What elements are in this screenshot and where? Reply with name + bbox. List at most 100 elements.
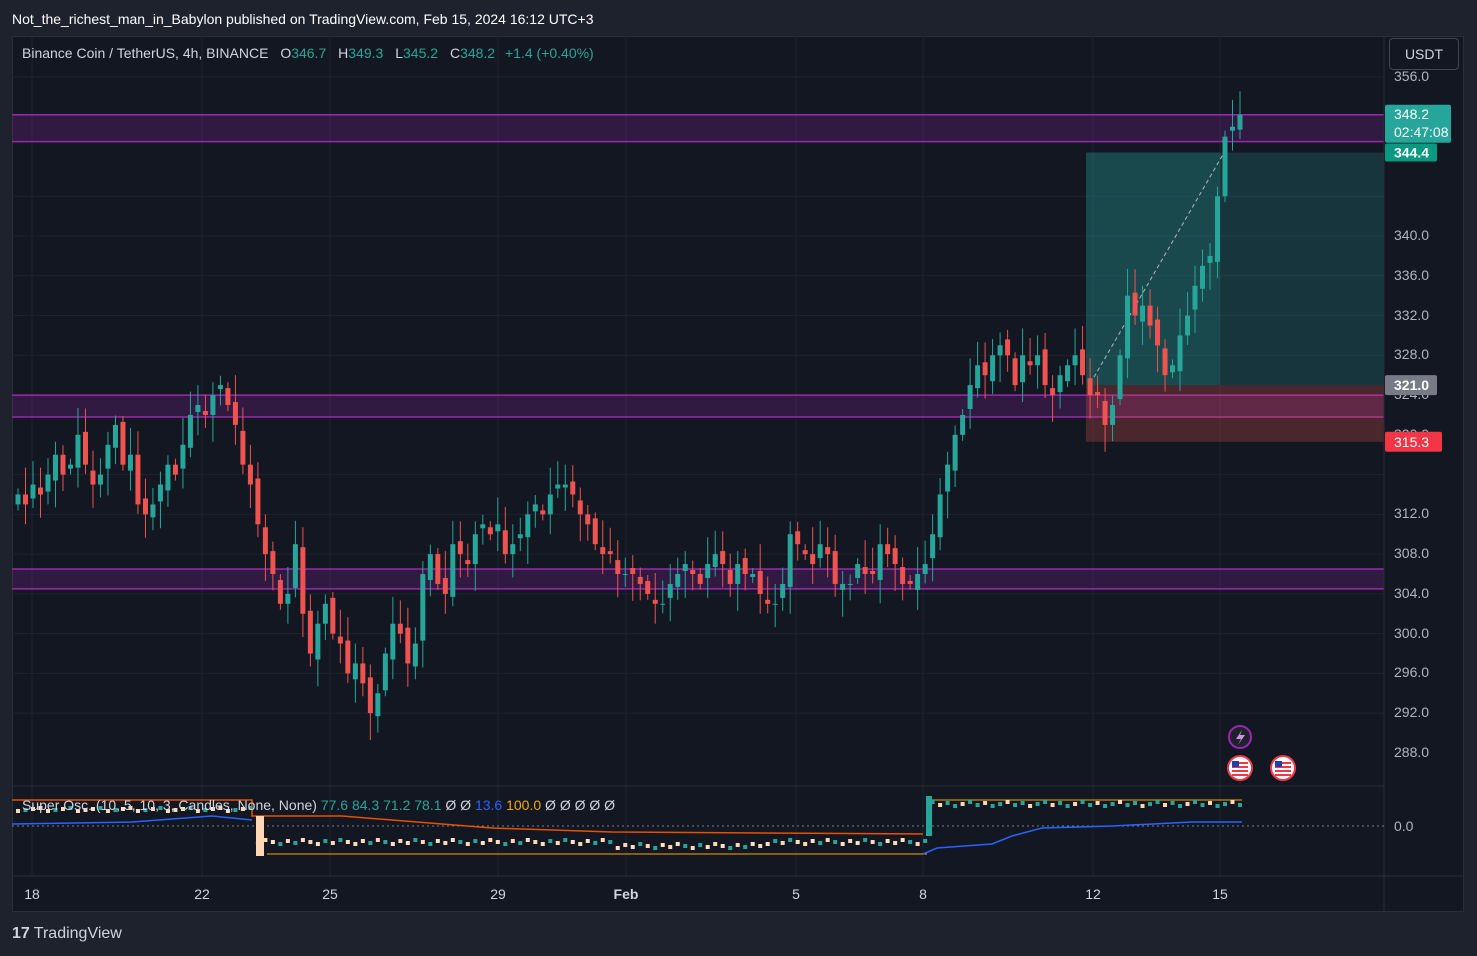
- candle-body[interactable]: [502, 530, 508, 555]
- symbol-title[interactable]: Binance Coin / TetherUS, 4h, BINANCE: [22, 45, 269, 61]
- candle-body[interactable]: [870, 571, 876, 574]
- candle-body[interactable]: [780, 583, 786, 598]
- candle-body[interactable]: [405, 627, 411, 664]
- candle-body[interactable]: [52, 454, 58, 481]
- candle-body[interactable]: [375, 693, 381, 717]
- candle-body[interactable]: [1080, 349, 1086, 376]
- candle-body[interactable]: [1222, 136, 1228, 197]
- sr-zone[interactable]: [12, 114, 1384, 142]
- candle-body[interactable]: [1042, 349, 1048, 386]
- candle-body[interactable]: [682, 564, 688, 572]
- candle-body[interactable]: [1125, 295, 1131, 359]
- currency-selector[interactable]: USDT: [1389, 38, 1459, 70]
- candle-body[interactable]: [247, 464, 253, 485]
- candle-body[interactable]: [277, 579, 283, 604]
- candle-body[interactable]: [607, 551, 613, 555]
- candle-body[interactable]: [270, 551, 276, 574]
- candle-body[interactable]: [742, 558, 748, 574]
- candle-body[interactable]: [285, 593, 291, 604]
- candle-body[interactable]: [30, 484, 36, 499]
- candle-body[interactable]: [37, 487, 43, 495]
- candle-body[interactable]: [817, 544, 823, 559]
- candle-body[interactable]: [487, 527, 493, 535]
- candle-body[interactable]: [750, 574, 756, 577]
- candle-body[interactable]: [795, 531, 801, 545]
- candle-body[interactable]: [1095, 392, 1101, 396]
- candle-body[interactable]: [900, 567, 906, 584]
- candle-body[interactable]: [187, 414, 193, 448]
- candle-body[interactable]: [135, 454, 141, 505]
- candle-body[interactable]: [330, 597, 336, 634]
- candle-body[interactable]: [360, 663, 366, 684]
- candle-body[interactable]: [825, 547, 831, 555]
- candle-body[interactable]: [1140, 305, 1146, 322]
- candle-body[interactable]: [532, 504, 538, 512]
- candle-body[interactable]: [517, 534, 523, 539]
- candle-body[interactable]: [637, 576, 643, 584]
- candle-body[interactable]: [1147, 305, 1153, 326]
- candle-body[interactable]: [855, 564, 861, 578]
- candle-body[interactable]: [382, 653, 388, 691]
- candle-body[interactable]: [75, 434, 81, 468]
- candle-body[interactable]: [225, 388, 231, 406]
- candle-body[interactable]: [997, 345, 1003, 356]
- candle-body[interactable]: [67, 464, 73, 469]
- candle-body[interactable]: [90, 470, 96, 485]
- candle-body[interactable]: [1012, 358, 1018, 386]
- candle-body[interactable]: [840, 583, 846, 590]
- candle-body[interactable]: [112, 424, 118, 448]
- candle-body[interactable]: [862, 567, 868, 574]
- candle-body[interactable]: [345, 640, 351, 674]
- candle-body[interactable]: [570, 481, 576, 495]
- candle-body[interactable]: [720, 551, 726, 565]
- oscillator-name[interactable]: Super Osc.: [22, 797, 93, 813]
- candle-body[interactable]: [990, 355, 996, 382]
- candle-body[interactable]: [472, 534, 478, 565]
- candle-body[interactable]: [1050, 388, 1056, 396]
- candle-body[interactable]: [202, 410, 208, 415]
- candle-body[interactable]: [457, 541, 463, 555]
- candle-body[interactable]: [712, 554, 718, 568]
- candle-body[interactable]: [157, 484, 163, 502]
- candle-body[interactable]: [967, 385, 973, 409]
- long-position-target-area[interactable]: [1086, 152, 1384, 386]
- candle-body[interactable]: [1005, 339, 1011, 356]
- candle-body[interactable]: [510, 544, 516, 555]
- candle-body[interactable]: [120, 421, 126, 465]
- candle-body[interactable]: [292, 544, 298, 588]
- candle-body[interactable]: [232, 402, 238, 425]
- candle-body[interactable]: [697, 574, 703, 584]
- candle-body[interactable]: [217, 385, 223, 390]
- candle-body[interactable]: [810, 554, 816, 565]
- candle-body[interactable]: [832, 551, 838, 584]
- candle-body[interactable]: [787, 534, 793, 587]
- candle-body[interactable]: [915, 574, 921, 590]
- candle-body[interactable]: [315, 623, 321, 660]
- candle-body[interactable]: [1215, 196, 1221, 262]
- candle-body[interactable]: [1192, 285, 1198, 310]
- candle-body[interactable]: [60, 454, 66, 475]
- candle-body[interactable]: [937, 494, 943, 538]
- candle-body[interactable]: [1132, 292, 1138, 316]
- candle-body[interactable]: [982, 362, 988, 376]
- candle-body[interactable]: [150, 504, 156, 518]
- candle-body[interactable]: [847, 583, 853, 585]
- candle-body[interactable]: [585, 514, 591, 525]
- candle-body[interactable]: [1102, 401, 1108, 425]
- candle-body[interactable]: [1110, 405, 1116, 425]
- candle-body[interactable]: [307, 610, 313, 654]
- candle-body[interactable]: [1200, 265, 1206, 289]
- candle-body[interactable]: [210, 395, 216, 415]
- candle-body[interactable]: [705, 564, 711, 578]
- candle-body[interactable]: [97, 474, 103, 485]
- candle-body[interactable]: [975, 365, 981, 389]
- candle-body[interactable]: [255, 478, 261, 525]
- candle-body[interactable]: [337, 636, 343, 644]
- candle-body[interactable]: [195, 405, 201, 412]
- candle-body[interactable]: [15, 494, 21, 505]
- candle-body[interactable]: [322, 603, 328, 624]
- candle-body[interactable]: [667, 583, 673, 598]
- candle-body[interactable]: [675, 574, 681, 587]
- candle-body[interactable]: [105, 444, 111, 469]
- candle-body[interactable]: [1035, 355, 1041, 366]
